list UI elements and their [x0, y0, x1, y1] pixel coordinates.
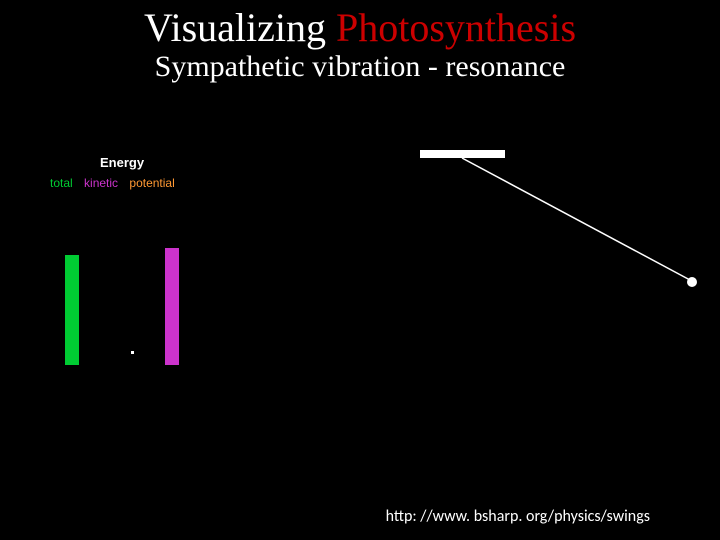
title-prefix: Visualizing [144, 5, 336, 50]
pendulum-svg [380, 130, 700, 380]
legend-kinetic: kinetic [84, 176, 118, 190]
energy-legend: total kinetic potential [50, 176, 183, 190]
bar-kinetic [165, 248, 179, 365]
slide-title: Visualizing Photosynthesis [0, 4, 720, 51]
pendulum-diagram [380, 130, 700, 380]
tiny-mark [131, 351, 134, 354]
slide-subtitle: Sympathetic vibration - resonance [0, 50, 720, 84]
legend-total: total [50, 176, 73, 190]
footer-url: http: //www. bsharp. org/physics/swings [386, 507, 650, 526]
energy-bar-chart [50, 205, 250, 365]
slide-root: Visualizing Photosynthesis Sympathetic v… [0, 0, 720, 540]
legend-potential: potential [129, 176, 174, 190]
pendulum-string [462, 158, 690, 280]
energy-section: Energy total kinetic potential [50, 155, 183, 190]
title-accent: Photosynthesis [336, 5, 576, 50]
pendulum-support [420, 150, 505, 158]
pendulum-bob [687, 277, 697, 287]
energy-label: Energy [100, 155, 183, 170]
bar-total [65, 255, 79, 365]
